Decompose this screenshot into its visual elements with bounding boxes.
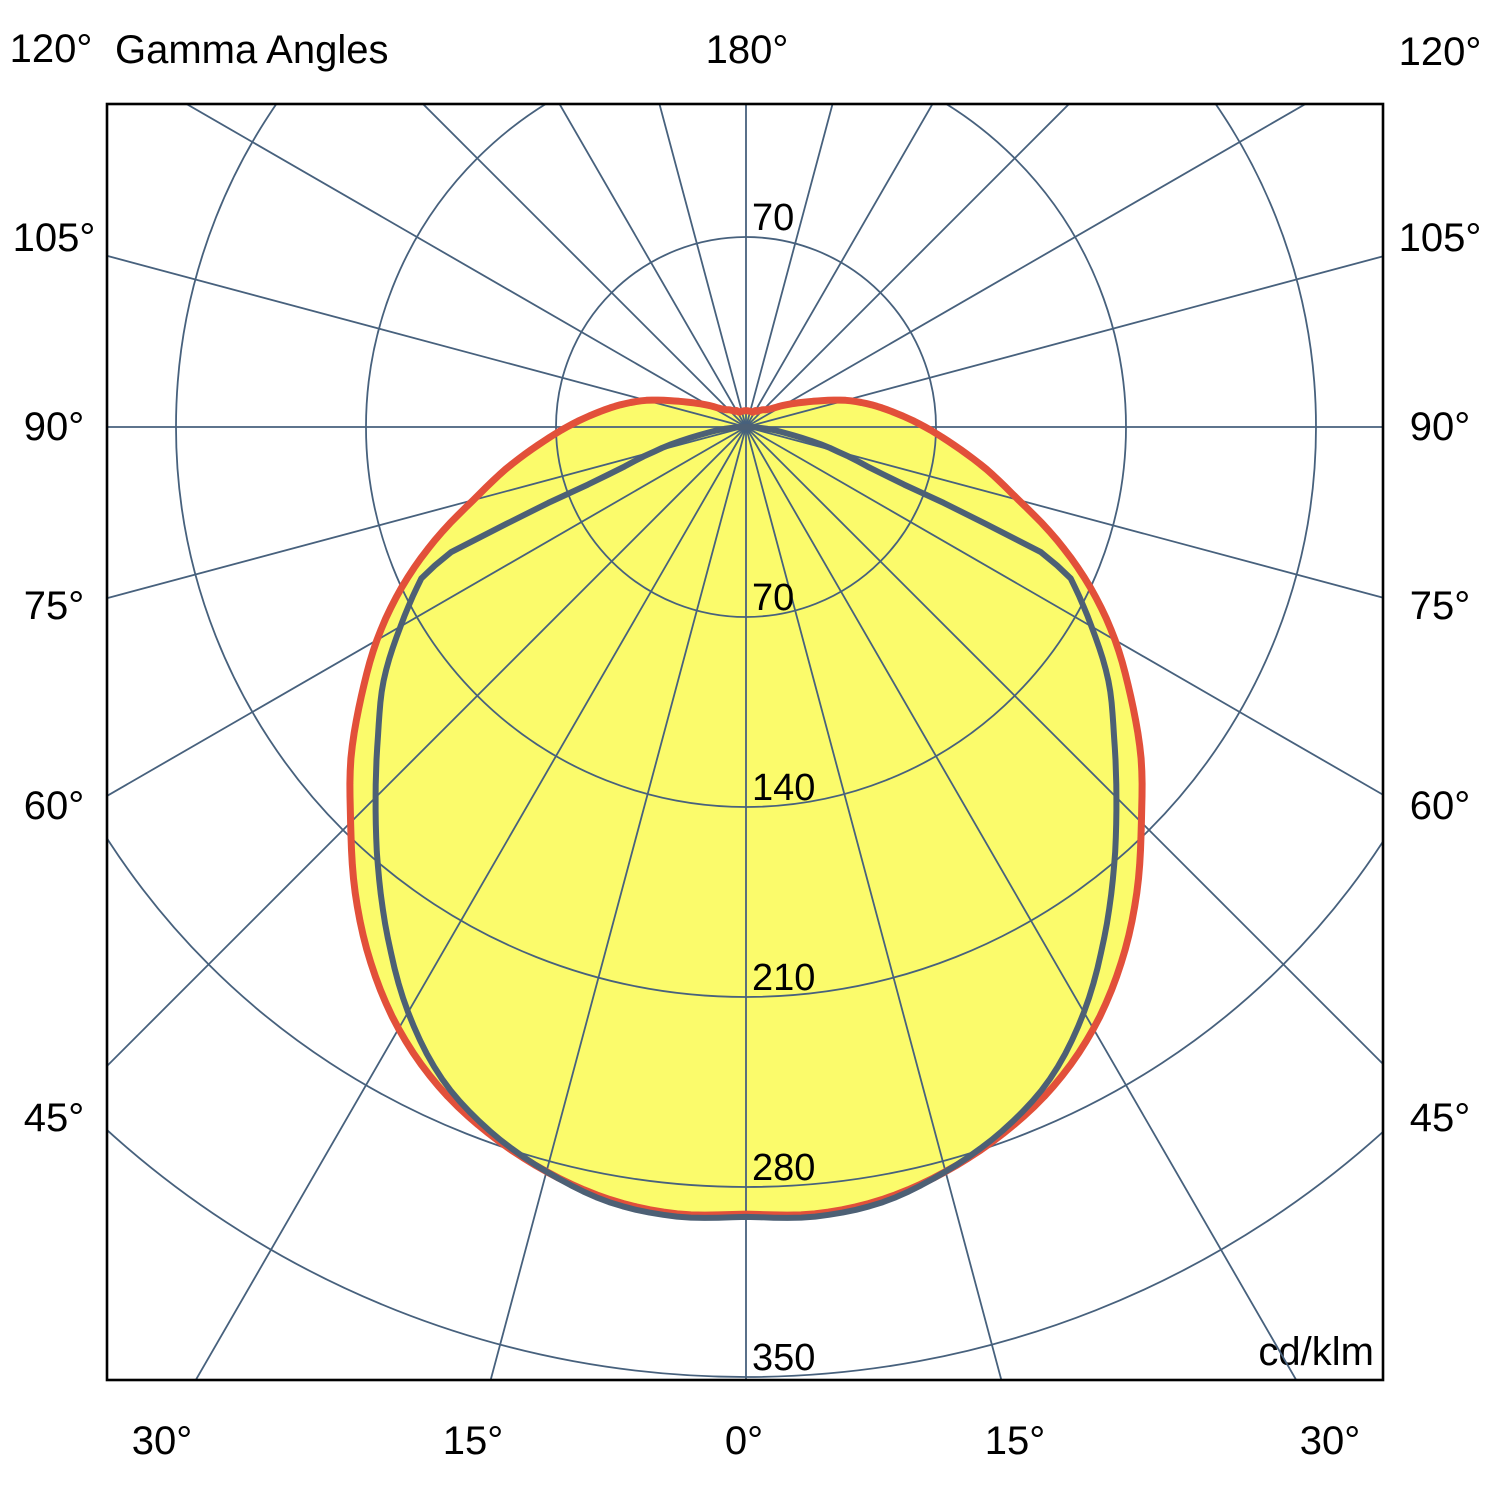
gamma-angle-label: 60°: [23, 784, 85, 828]
gamma-radial-gridline: [745, 255, 1383, 428]
gamma-angle-label: 120°: [9, 27, 93, 71]
gamma-radial-gridline: [745, 426, 1003, 1380]
gamma-radial-gridline: [184, 104, 747, 428]
ring-value-label: 70: [752, 197, 794, 239]
gamma-angle-label: 15°: [442, 1419, 504, 1463]
gamma-angle-label: 30°: [1299, 1419, 1361, 1463]
ring-value-label: 140: [752, 767, 815, 809]
intensity-ring-gridline: [555, 236, 937, 618]
gamma-angle-label: 180°: [705, 28, 789, 72]
gamma-radial-gridline: [489, 426, 747, 1380]
gamma-angle-label: 45°: [23, 1096, 85, 1140]
gamma-radial-gridline: [745, 104, 1071, 428]
gamma-radial-gridline: [745, 426, 1383, 599]
gamma-angle-label: 15°: [984, 1419, 1046, 1463]
intensity-ring-gridline: [107, 1128, 1383, 1378]
intensity-ring-gridline: [175, 104, 1317, 998]
gamma-angle-label: 45°: [1409, 1096, 1471, 1140]
gamma-angle-label: 75°: [1409, 584, 1471, 628]
gamma-angle-label: 90°: [23, 405, 85, 449]
plot-border: [105, 102, 1385, 1382]
gamma-angle-label: 30°: [131, 1419, 193, 1463]
gamma-radial-gridline: [107, 426, 747, 1068]
ring-value-label: 70: [752, 577, 794, 619]
gamma-radial-gridline: [745, 426, 1298, 1380]
chart-title: Gamma Angles: [115, 28, 389, 72]
gamma-radial-gridline: [745, 104, 1308, 428]
ring-value-label: 210: [752, 957, 815, 999]
ring-value-label: 350: [752, 1337, 815, 1379]
gamma-angle-label: 120°: [1398, 30, 1482, 74]
gamma-radial-gridline: [107, 426, 747, 797]
gamma-angle-label: 75°: [23, 584, 85, 628]
intensity-ring-gridline: [365, 104, 1127, 808]
gamma-radial-gridline: [107, 426, 747, 600]
gamma-radial-gridline: [745, 104, 934, 428]
gamma-radial-gridline: [107, 254, 747, 428]
gamma-angle-label: 105°: [1398, 216, 1482, 260]
gamma-radial-gridline: [421, 104, 747, 428]
gamma-radial-gridline: [658, 104, 747, 428]
ring-value-label: 280: [752, 1147, 815, 1189]
gamma-angle-label: 90°: [1409, 405, 1471, 449]
gamma-radial-gridline: [745, 104, 834, 428]
gamma-radial-gridline: [194, 426, 747, 1380]
unit-label: cd/klm: [1258, 1330, 1374, 1374]
gamma-radial-gridline: [558, 104, 747, 428]
gamma-angle-label: 0°: [724, 1419, 764, 1463]
intensity-ring-gridline: [107, 836, 1383, 1188]
gamma-angle-label: 60°: [1409, 784, 1471, 828]
gamma-radial-gridline: [745, 426, 1383, 796]
gamma-angle-label: 105°: [12, 216, 96, 260]
gamma-radial-gridline: [745, 426, 1383, 1066]
blue-photometric-curve: [372, 423, 1120, 1221]
